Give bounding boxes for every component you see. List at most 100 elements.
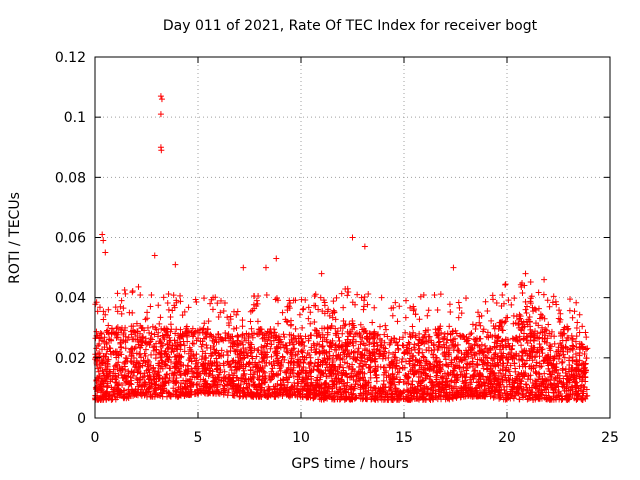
data-point — [103, 395, 110, 402]
data-point — [286, 305, 293, 312]
data-point — [363, 336, 370, 343]
y-tick-label: 0.08 — [55, 170, 86, 186]
data-point — [380, 364, 387, 371]
data-point — [151, 331, 158, 338]
data-point — [536, 341, 543, 348]
data-point — [406, 341, 413, 348]
data-point — [95, 396, 102, 403]
data-point — [528, 389, 535, 396]
data-point — [189, 368, 196, 375]
data-point — [335, 343, 342, 350]
data-point — [420, 391, 427, 398]
data-point — [125, 386, 132, 393]
data-point — [344, 336, 351, 343]
data-point — [371, 334, 378, 341]
data-point — [120, 331, 127, 338]
data-point — [255, 326, 262, 333]
data-point — [551, 376, 558, 383]
data-point — [396, 391, 403, 398]
data-point — [509, 342, 516, 349]
data-point — [469, 345, 476, 352]
data-point — [254, 368, 261, 375]
data-point — [460, 384, 467, 391]
data-point — [359, 362, 366, 369]
data-point — [115, 329, 122, 336]
data-point — [105, 395, 112, 402]
data-point — [163, 331, 170, 338]
data-point — [432, 326, 439, 333]
data-point — [393, 338, 400, 345]
data-point — [544, 335, 551, 342]
data-point — [93, 328, 100, 335]
data-point — [110, 350, 117, 357]
data-point — [129, 289, 136, 296]
data-point — [139, 339, 146, 346]
data-point — [159, 359, 166, 366]
data-point — [211, 378, 218, 385]
data-point — [165, 306, 172, 313]
data-point — [374, 389, 381, 396]
data-point — [294, 385, 301, 392]
x-tick-label: 5 — [194, 430, 203, 446]
data-point — [414, 390, 421, 397]
data-point — [204, 390, 211, 397]
data-point — [492, 351, 499, 358]
data-point — [311, 302, 318, 309]
data-point — [569, 314, 576, 321]
data-point — [537, 329, 544, 336]
data-point — [482, 342, 489, 349]
data-point — [245, 389, 252, 396]
data-point — [308, 379, 315, 386]
data-point — [286, 387, 293, 394]
data-point — [209, 372, 216, 379]
data-point — [561, 383, 568, 390]
data-point — [404, 346, 411, 353]
data-point — [189, 333, 196, 340]
data-point — [361, 293, 368, 300]
data-point — [135, 283, 142, 290]
data-point — [527, 323, 534, 330]
data-point — [367, 369, 374, 376]
data-point — [424, 312, 431, 319]
data-point — [427, 361, 434, 368]
data-point — [169, 342, 176, 349]
data-point — [465, 347, 472, 354]
data-point — [541, 370, 548, 377]
data-point — [148, 351, 155, 358]
data-point — [553, 360, 560, 367]
data-point — [531, 354, 538, 361]
data-point — [495, 361, 502, 368]
data-point — [271, 362, 278, 369]
data-point — [387, 362, 394, 369]
data-point — [232, 359, 239, 366]
data-point — [315, 329, 322, 336]
data-point — [122, 345, 129, 352]
data-point — [441, 330, 448, 337]
data-point — [259, 358, 266, 365]
data-point — [452, 379, 459, 386]
data-point — [129, 309, 136, 316]
data-point — [164, 299, 171, 306]
data-point — [170, 292, 177, 299]
data-point — [240, 352, 247, 359]
data-point — [259, 335, 266, 342]
data-point — [346, 321, 353, 328]
data-point — [275, 343, 282, 350]
data-point — [134, 336, 141, 343]
data-point — [225, 386, 232, 393]
data-point — [202, 380, 209, 387]
data-point — [279, 309, 286, 316]
data-point — [251, 382, 258, 389]
data-point — [366, 364, 373, 371]
data-point — [497, 367, 504, 374]
data-point — [263, 359, 270, 366]
data-point — [215, 388, 222, 395]
data-point — [486, 344, 493, 351]
data-point — [329, 377, 336, 384]
data-point — [543, 339, 550, 346]
data-point — [336, 338, 343, 345]
data-point — [504, 314, 511, 321]
data-point — [274, 355, 281, 362]
data-point — [237, 393, 244, 400]
